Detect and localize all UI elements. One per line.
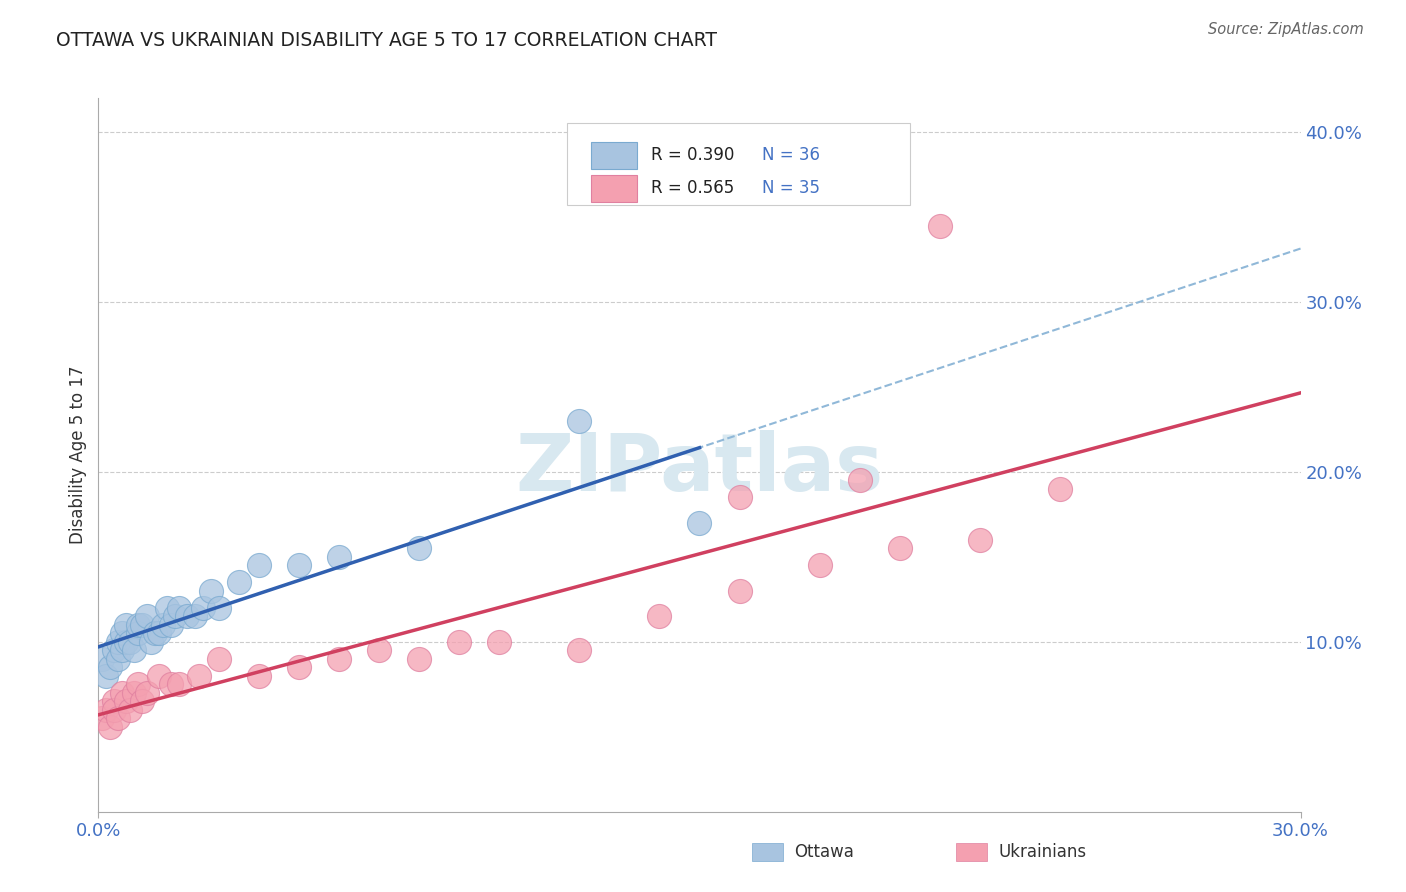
Point [107, 652, 129, 666]
Point [648, 609, 671, 624]
Text: OTTAWA VS UKRAINIAN DISABILITY AGE 5 TO 17 CORRELATION CHART: OTTAWA VS UKRAINIAN DISABILITY AGE 5 TO … [56, 31, 717, 50]
Point [111, 643, 134, 657]
Point [91, 711, 114, 725]
Text: Ukrainians: Ukrainians [998, 843, 1087, 861]
Point [103, 694, 125, 708]
Point [929, 219, 952, 233]
Point [288, 660, 311, 674]
Point [228, 575, 250, 590]
Text: Source: ZipAtlas.com: Source: ZipAtlas.com [1208, 22, 1364, 37]
Point [849, 474, 872, 488]
Point [120, 703, 142, 717]
Point [135, 686, 157, 700]
Point [155, 600, 177, 615]
Point [328, 549, 350, 564]
Point [969, 533, 991, 547]
Point [889, 541, 911, 556]
FancyBboxPatch shape [567, 123, 910, 205]
Point [103, 703, 125, 717]
Text: R = 0.565: R = 0.565 [651, 179, 735, 197]
Point [128, 677, 150, 691]
Point [191, 600, 214, 615]
Point [328, 652, 350, 666]
Point [96, 703, 118, 717]
Point [568, 643, 591, 657]
Point [100, 660, 122, 674]
Point [488, 635, 510, 649]
Point [288, 558, 311, 573]
Point [131, 617, 153, 632]
Text: Ottawa: Ottawa [794, 843, 855, 861]
Point [247, 669, 270, 683]
Point [107, 711, 129, 725]
Point [111, 626, 134, 640]
Text: R = 0.390: R = 0.390 [651, 146, 735, 164]
Point [208, 652, 231, 666]
Point [143, 626, 166, 640]
Point [135, 609, 157, 624]
Point [115, 617, 138, 632]
Bar [592, 175, 637, 202]
Point [368, 643, 391, 657]
Point [159, 617, 181, 632]
Point [96, 669, 118, 683]
Bar [592, 142, 637, 169]
Point [128, 626, 150, 640]
Point [447, 635, 470, 649]
Point [728, 491, 751, 505]
Text: N = 36: N = 36 [762, 146, 820, 164]
Point [107, 635, 129, 649]
Point [139, 635, 162, 649]
Point [163, 609, 186, 624]
Point [91, 652, 114, 666]
Point [1049, 482, 1071, 496]
Point [148, 669, 170, 683]
Point [131, 694, 153, 708]
Point [167, 600, 190, 615]
Point [187, 669, 209, 683]
Point [200, 583, 222, 598]
Point [115, 635, 138, 649]
Point [148, 626, 170, 640]
Point [247, 558, 270, 573]
Point [152, 617, 174, 632]
Point [103, 643, 125, 657]
Point [128, 617, 150, 632]
Point [208, 600, 231, 615]
Point [176, 609, 198, 624]
Point [689, 516, 711, 530]
Point [808, 558, 831, 573]
Point [728, 583, 751, 598]
Point [120, 635, 142, 649]
Point [167, 677, 190, 691]
Point [115, 694, 138, 708]
Text: N = 35: N = 35 [762, 179, 820, 197]
Point [568, 414, 591, 428]
Point [159, 677, 181, 691]
Point [408, 652, 430, 666]
Point [100, 720, 122, 734]
Y-axis label: Disability Age 5 to 17: Disability Age 5 to 17 [69, 366, 87, 544]
Text: ZIPatlas: ZIPatlas [516, 430, 883, 508]
Point [124, 686, 146, 700]
Point [124, 643, 146, 657]
Point [408, 541, 430, 556]
Point [183, 609, 205, 624]
Point [111, 686, 134, 700]
